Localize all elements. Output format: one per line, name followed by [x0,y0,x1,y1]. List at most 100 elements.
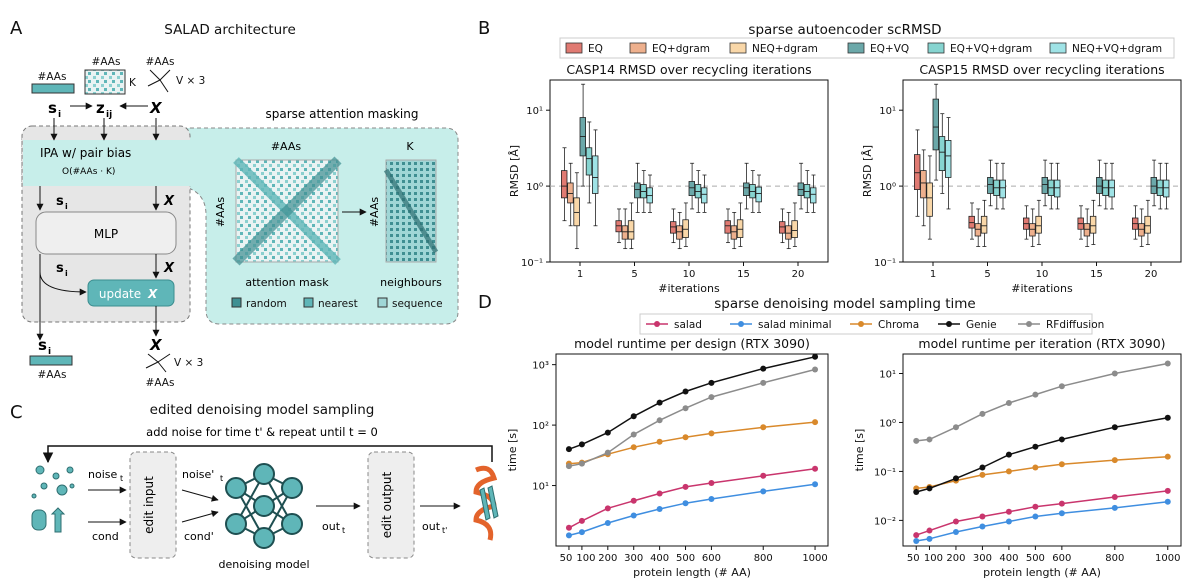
panel-b: B sparse autoencoder scRMSD EQ EQ+dgram NE… [478,18,1182,295]
mlp-label: MLP [94,227,118,241]
noise2-sub: t [220,474,223,483]
output-naas-label: #AAs [38,369,67,381]
panel-a-letter: A [10,18,23,39]
legend-b-label: EQ+dgram [652,43,710,55]
data-point [708,495,715,502]
data-point [1032,443,1039,450]
data-point [682,483,689,490]
data-point [1005,468,1012,475]
box-body [743,182,750,196]
box-body [1083,223,1091,237]
data-point [604,505,611,512]
x-tick-label: 50 [907,553,920,564]
legend-b-label: NEQ+dgram [752,43,818,55]
neighbours-k-label: K [406,140,414,153]
data-point [708,394,715,401]
si-sub-low: i [65,269,68,278]
out-sub: t [342,526,345,535]
box-body [676,225,683,240]
ipa-label: IPA w/ pair bias [40,146,131,160]
data-point [926,535,933,542]
x-tick-label: 10 [683,269,696,280]
box-body [724,220,731,234]
data-point [913,537,920,544]
data-point [1164,453,1171,460]
y-axis-label: RMSD [Å] [508,145,521,197]
panel-d-legend: salad salad minimal Chroma Genie RFdiffusion [646,319,1104,331]
legend-nearest-swatch [303,297,314,308]
legend-d-label: salad [674,319,702,331]
condition-structure-icon [31,507,66,533]
y-tick-label: 10¹ [879,369,896,380]
box-body [810,187,817,204]
x-tick-label: 400 [650,553,669,564]
legend-b-label: EQ [588,43,603,55]
si-sub-top: i [58,110,61,120]
y-tick-label: 10⁻¹ [521,258,543,269]
data-point [682,388,689,395]
si-label-top: s [48,99,57,117]
panel-d: D sparse denoising model sampling time s… [478,292,1182,579]
data-point [760,488,767,495]
data-point [630,413,637,420]
box-body [968,215,975,229]
box-body [785,225,792,240]
data-point [708,430,715,437]
x-tick-label: 200 [946,553,965,564]
input-naas-label: #AAs [38,71,67,83]
coordinate-star-icon [147,69,171,93]
box-body [1108,179,1115,198]
coord-v3-label: V × 3 [176,75,205,87]
box-body [621,225,629,240]
legend-nearest: nearest [318,298,358,310]
legend-sequence: sequence [392,298,443,310]
box-body [945,140,952,178]
casp15-chart: CASP15 RMSD over recycling iterations 10⁻… [861,62,1182,295]
data-point [578,529,585,536]
y-tick-label: 10⁰ [879,418,896,429]
loop-label: add noise for time t' & repeat until t =… [146,425,378,439]
x-label-top: X [149,99,163,117]
panel-c-letter: C [10,402,23,423]
y-tick-label: 10² [532,421,549,432]
data-point [708,379,715,386]
data-point [760,424,767,431]
legend-b-swatch [629,42,647,54]
box-body [926,182,933,217]
update-x-box [87,279,175,307]
data-point [630,497,637,504]
legend-d-label: Genie [966,319,997,331]
data-point [1058,383,1065,390]
zij-label: z [96,99,105,117]
noise-particles-icon [31,465,75,499]
update-x: X [147,287,158,301]
legend-b-swatch [729,42,747,54]
y-tick-label: 10³ [532,361,549,372]
pair-k-label: K [129,77,137,89]
edit-output-box [367,451,415,559]
data-point [682,434,689,441]
panel-a: A SALAD architecture #AAs #AAs K #AAs V … [10,18,459,389]
data-point [812,419,819,426]
x-tick-label: 1000 [1155,553,1180,564]
x-label-out: X [149,336,163,354]
legend-d-marker [654,321,660,327]
box-body [920,170,927,199]
legend-random-swatch [231,297,242,308]
legend-random: random [246,298,287,310]
si-tensor-in [31,83,75,94]
data-point [565,446,572,453]
chart-title: model runtime per design (RTX 3090) [574,336,810,351]
x-tick-label: 20 [792,269,805,280]
x-tick-label: 500 [1026,553,1045,564]
casp14-chart: CASP14 RMSD over recycling iterations 10⁻… [508,62,829,295]
data-point [926,527,933,534]
plot-frame [902,353,1182,547]
x-axis-label: #iterations [1011,282,1073,295]
data-point [1032,503,1039,510]
legend-d-marker [858,321,864,327]
y-tick-label: 10¹ [526,106,543,117]
chart-title: CASP14 RMSD over recycling iterations [566,62,811,77]
x-axis-label: protein length (# AA) [983,566,1101,579]
